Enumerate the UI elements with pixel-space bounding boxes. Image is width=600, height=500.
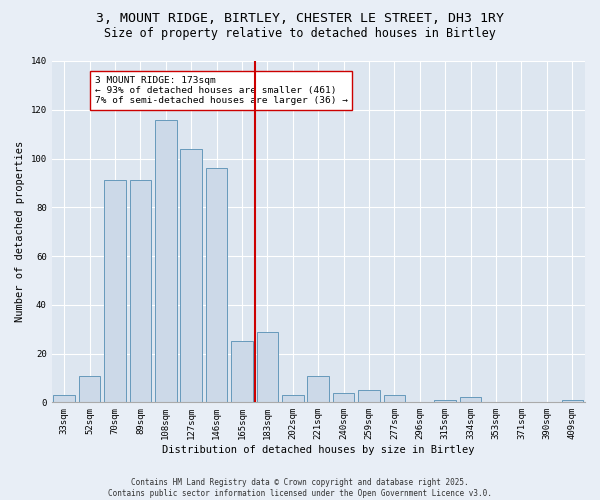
Bar [104, 180, 126, 402]
Bar [282, 395, 304, 402]
Y-axis label: Number of detached properties: Number of detached properties [15, 141, 25, 322]
X-axis label: Distribution of detached houses by size in Birtley: Distribution of detached houses by size … [162, 445, 475, 455]
Bar [434, 400, 456, 402]
Bar [181, 149, 202, 403]
Bar [130, 180, 151, 402]
Bar [206, 168, 227, 402]
Bar [79, 376, 100, 402]
Bar [155, 120, 176, 403]
Bar [307, 376, 329, 402]
Bar [460, 398, 481, 402]
Text: Size of property relative to detached houses in Birtley: Size of property relative to detached ho… [104, 28, 496, 40]
Bar [231, 342, 253, 402]
Bar [53, 395, 75, 402]
Bar [562, 400, 583, 402]
Bar [333, 392, 355, 402]
Text: Contains HM Land Registry data © Crown copyright and database right 2025.
Contai: Contains HM Land Registry data © Crown c… [108, 478, 492, 498]
Bar [358, 390, 380, 402]
Bar [257, 332, 278, 402]
Bar [383, 395, 405, 402]
Text: 3 MOUNT RIDGE: 173sqm
← 93% of detached houses are smaller (461)
7% of semi-deta: 3 MOUNT RIDGE: 173sqm ← 93% of detached … [95, 76, 348, 106]
Text: 3, MOUNT RIDGE, BIRTLEY, CHESTER LE STREET, DH3 1RY: 3, MOUNT RIDGE, BIRTLEY, CHESTER LE STRE… [96, 12, 504, 26]
